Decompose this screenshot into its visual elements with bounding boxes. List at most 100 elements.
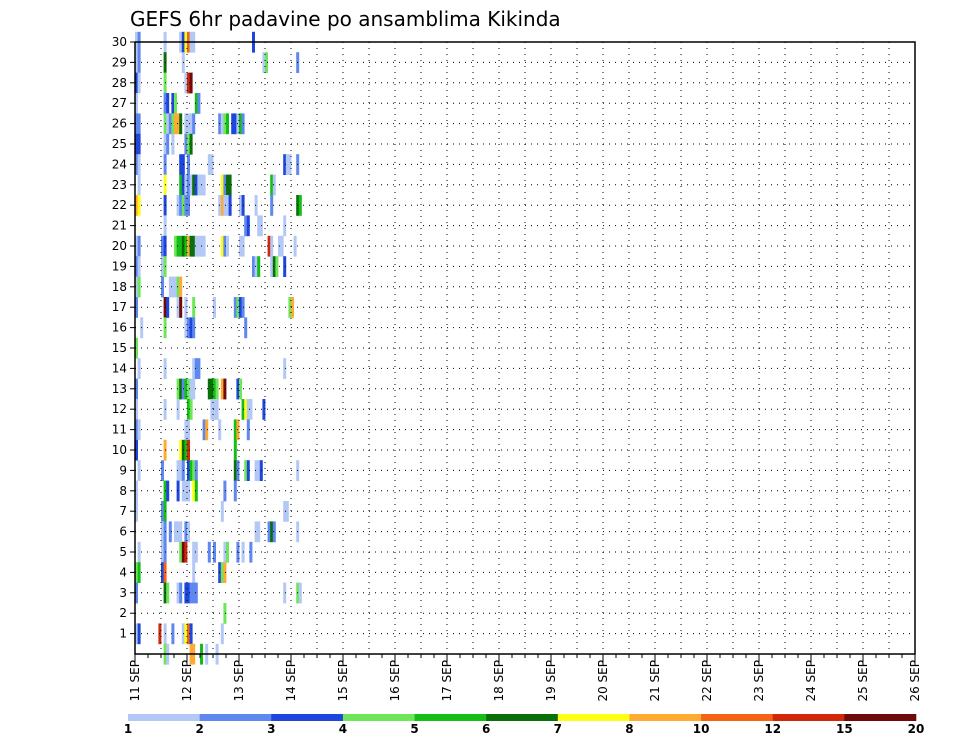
heatmap-cell	[272, 174, 276, 196]
heatmap-cell	[135, 133, 138, 155]
heatmap-cell	[184, 623, 188, 645]
heatmap-cell	[176, 113, 180, 135]
heatmap-cell	[179, 541, 183, 563]
heatmap-cell	[223, 378, 227, 400]
heatmap-cell	[135, 439, 138, 461]
heatmap-cell	[176, 399, 180, 420]
heatmap-cell	[161, 541, 164, 563]
heatmap-cell	[233, 113, 237, 135]
colorbar: 1 2 3 4 5 6 7 8 10 12 15 20	[124, 714, 924, 736]
heatmap-cell	[161, 562, 164, 583]
y-tick-label: 27	[112, 96, 127, 110]
heatmap-cell	[223, 480, 227, 502]
heatmap-cell	[171, 93, 175, 114]
y-tick-label: 17	[112, 300, 127, 314]
heatmap-cell	[223, 113, 227, 135]
heatmap-cell	[202, 174, 206, 196]
y-tick-label: 23	[112, 178, 127, 192]
heatmap-cell	[192, 235, 196, 257]
y-tick-label: 21	[112, 219, 127, 233]
heatmap-cell	[291, 297, 294, 318]
y-tick-label: 1	[119, 627, 127, 641]
heatmap-cell	[184, 297, 188, 318]
y-tick-label: 9	[119, 463, 127, 477]
heatmap-cell	[194, 93, 198, 114]
heatmap-cell	[226, 195, 229, 216]
heatmap-cell	[272, 256, 276, 277]
colorbar-swatch	[557, 714, 630, 721]
heatmap-cell	[239, 378, 242, 400]
heatmap-cell	[179, 276, 183, 298]
colorbar-label: 2	[195, 722, 203, 736]
heatmap-cell	[168, 276, 172, 298]
x-tick-label: 18 SEP	[492, 660, 506, 702]
heatmap-cell	[270, 195, 274, 216]
heatmap-cell	[228, 174, 232, 196]
heatmap-cell	[176, 378, 180, 400]
heatmap-cell	[254, 256, 258, 277]
chart-title: GEFS 6hr padavine po ansamblima Kikinda	[130, 7, 561, 31]
y-tick-label: 11	[112, 423, 127, 437]
colorbar-swatch	[271, 714, 344, 721]
heatmap-cell	[189, 378, 193, 400]
heatmap-cell	[176, 521, 180, 543]
heatmap-cell	[207, 378, 211, 400]
heatmap-cell	[189, 113, 193, 135]
heatmap-cell	[223, 174, 227, 196]
colorbar-label: 10	[693, 722, 710, 736]
heatmap-cell	[184, 113, 188, 135]
heatmap-cell	[166, 297, 170, 318]
colorbar-swatch	[701, 714, 774, 721]
heatmap-cell	[137, 623, 141, 645]
heatmap-cell	[189, 235, 193, 257]
heatmap-cell	[210, 378, 214, 400]
heatmap-cell	[135, 113, 138, 135]
heatmap-cell	[192, 358, 196, 379]
heatmap-cell	[137, 174, 141, 196]
heatmap-cell	[220, 174, 224, 196]
heatmap-cell	[194, 174, 198, 196]
heatmap-cell	[189, 72, 193, 94]
heatmap-cell	[179, 154, 183, 175]
heatmap-cell	[194, 541, 198, 563]
heatmap-cell	[174, 93, 177, 114]
heatmap-cell	[137, 52, 141, 73]
colorbar-swatch	[772, 714, 845, 721]
heatmap-cell	[176, 276, 180, 298]
heatmap-cell	[202, 419, 206, 441]
heatmap-cell	[283, 154, 287, 175]
heatmap-cell	[135, 235, 138, 257]
x-tick-label: 13 SEP	[232, 660, 246, 702]
heatmap-cell	[184, 439, 188, 461]
heatmap-cell	[161, 235, 164, 257]
heatmap-cell	[179, 195, 183, 216]
heatmap-cell	[137, 195, 141, 216]
y-tick-label: 30	[112, 35, 127, 49]
heatmap-cell	[174, 521, 177, 543]
heatmap-cell	[176, 582, 180, 604]
colorbar-swatch	[342, 714, 415, 721]
heatmap-cell	[223, 603, 227, 624]
heatmap-cell	[233, 297, 237, 318]
heatmap-cell	[176, 460, 180, 481]
heatmap-cell	[239, 235, 242, 257]
heatmap-cell	[192, 541, 196, 563]
heatmap-cell	[189, 460, 193, 481]
heatmap-cell	[192, 480, 196, 502]
colorbar-label: 6	[482, 722, 490, 736]
heatmap-cell	[166, 133, 170, 155]
y-tick-label: 4	[119, 565, 127, 579]
heatmap-cell	[189, 399, 193, 420]
x-tick-label: 15 SEP	[336, 660, 350, 702]
x-tick-label: 17 SEP	[440, 660, 454, 702]
heatmap-cell	[210, 154, 214, 175]
heatmap-cell	[283, 582, 287, 604]
colorbar-label: 8	[625, 722, 633, 736]
heatmap-cell	[176, 297, 180, 318]
heatmap-cell	[137, 256, 141, 277]
heatmap-cell	[244, 317, 248, 339]
heatmap-cell	[293, 235, 297, 257]
heatmap-cell	[184, 317, 188, 339]
heatmap-cell	[192, 317, 196, 339]
heatmap-cell	[233, 480, 237, 502]
